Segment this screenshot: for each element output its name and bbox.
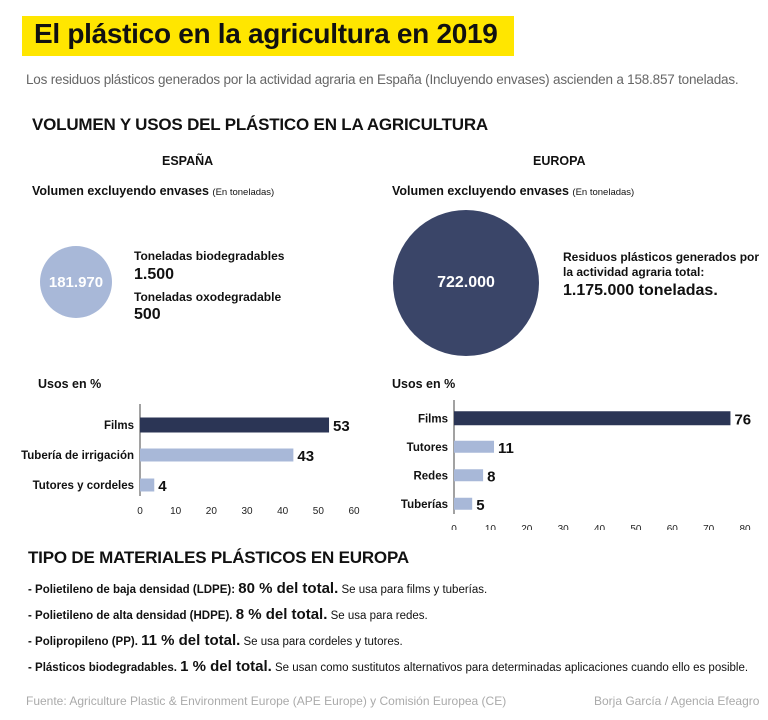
chart-tick-label: 10 <box>170 506 182 517</box>
chart-tick-label: 60 <box>667 524 679 530</box>
region-europe: EUROPA <box>533 154 586 168</box>
material-name: Plásticos biodegradables. <box>35 662 177 674</box>
chart-value-label: 53 <box>333 418 350 435</box>
material-name: Polietileno de alta densidad (HDPE). <box>35 610 233 622</box>
material-desc: Se usa para films y tuberías. <box>341 584 488 596</box>
material-item: - Plásticos biodegradables. 1 % del tota… <box>28 658 748 675</box>
europe-uses-label: Usos en % <box>392 377 456 391</box>
chart-bar <box>140 478 155 492</box>
chart-tick-label: 30 <box>558 524 570 530</box>
material-desc: Se usa para redes. <box>330 610 428 622</box>
chart-bar <box>454 411 731 426</box>
spain-biodeg-label: Toneladas biodegradables <box>134 249 285 263</box>
chart-value-label: 5 <box>476 497 484 514</box>
europe-circle-value: 722.000 <box>437 274 495 291</box>
europe-total-label-2: la actividad agraria total: <box>563 265 705 279</box>
chart-value-label: 4 <box>158 478 167 495</box>
spain-biodeg-value: 1.500 <box>134 266 175 283</box>
material-pct: 80 % del total. <box>238 580 339 597</box>
chart-tick-label: 50 <box>313 506 325 517</box>
chart-category-label: Tuberías <box>401 499 448 511</box>
chart-tick-label: 40 <box>277 506 289 517</box>
material-dash: - <box>28 662 36 674</box>
material-name: Polipropileno (PP). <box>35 636 138 648</box>
material-pct: 1 % del total. <box>180 658 272 675</box>
footer-source: Fuente: Agriculture Plastic & Environmen… <box>26 694 507 708</box>
material-dash: - <box>28 636 36 648</box>
chart-category-label: Tutores y cordeles <box>33 480 134 492</box>
region-spain: ESPAÑA <box>162 154 214 168</box>
europe-uses-chart: 0 10 20 30 40 50 60 70 80 Films 76 Tutores 11 Redes 8 T… <box>401 400 751 530</box>
material-item: - Polietileno de baja densidad (LDPE): 8… <box>28 580 487 597</box>
chart-bar <box>454 497 473 510</box>
material-item: - Polietileno de alta densidad (HDPE). 8… <box>28 606 428 623</box>
page-title: El plástico en la agricultura en 2019 <box>34 18 498 49</box>
chart-bar <box>454 469 484 482</box>
spain-volume-title: Volumen excluyendo envases <box>32 184 209 198</box>
chart-tick-label: 20 <box>206 506 218 517</box>
europe-volume-unit: (En toneladas) <box>572 187 635 198</box>
chart-tick-label: 0 <box>137 506 143 517</box>
material-name: Polietileno de baja densidad (LDPE): <box>35 584 236 596</box>
spain-circle-value: 181.970 <box>48 273 104 291</box>
chart-tick-label: 40 <box>594 524 606 530</box>
chart-bar <box>454 440 495 453</box>
chart-value-label: 8 <box>487 468 495 485</box>
material-dash: - <box>28 584 36 596</box>
chart-value-label: 11 <box>498 440 514 457</box>
spain-oxodeg-value: 500 <box>134 306 161 323</box>
europe-total-value: 1.175.000 toneladas. <box>563 282 718 299</box>
chart-tick-label: 60 <box>348 506 360 517</box>
europe-volume-label: Volumen excluyendo envases (En toneladas… <box>392 184 634 198</box>
europe-volume-title: Volumen excluyendo envases <box>392 184 569 198</box>
spain-uses-chart: 0 10 20 30 40 50 60 Films 53 Tubería de irrigació… <box>21 404 360 517</box>
chart-tick-label: 10 <box>485 524 497 530</box>
section-title-materials: TIPO DE MATERIALES PLÁSTICOS EN EUROPA <box>28 548 409 567</box>
material-pct: 11 % del total. <box>141 632 241 649</box>
chart-bar <box>140 417 330 433</box>
spain-volume-label: Volumen excluyendo envases (En toneladas… <box>32 184 274 198</box>
chart-tick-label: 80 <box>739 524 751 530</box>
material-desc: Se usa para cordeles y tutores. <box>243 636 403 648</box>
material-desc: Se usan como sustitutos alternativos par… <box>275 662 749 674</box>
section-title-volume: VOLUMEN Y USOS DEL PLÁSTICO EN LA AGRICU… <box>32 115 489 134</box>
material-item: - Polipropileno (PP). 11 % del total. Se… <box>28 632 403 649</box>
europe-volume-circle: 722.000 <box>393 210 539 356</box>
chart-value-label: 76 <box>734 411 751 428</box>
spain-volume-unit: (En toneladas) <box>212 187 275 198</box>
chart-category-label: Tubería de irrigación <box>21 450 134 462</box>
chart-category-label: Films <box>418 413 448 425</box>
chart-tick-label: 0 <box>451 524 457 530</box>
subtitle: Los residuos plásticos generados por la … <box>26 72 739 87</box>
chart-tick-label: 50 <box>630 524 642 530</box>
title-highlight <box>22 16 514 56</box>
chart-category-label: Films <box>104 420 134 432</box>
material-dash: - <box>28 610 36 622</box>
spain-volume-circle: 181.970 <box>40 246 112 318</box>
spain-oxodeg-label: Toneladas oxodegradable <box>134 290 282 304</box>
spain-uses-label: Usos en % <box>38 377 102 391</box>
chart-category-label: Tutores <box>407 442 448 454</box>
chart-tick-label: 30 <box>241 506 253 517</box>
chart-bar <box>140 448 294 462</box>
chart-tick-label: 70 <box>703 524 715 530</box>
footer-credit: Borja García / Agencia Efeagro <box>594 694 760 708</box>
chart-category-label: Redes <box>413 470 448 482</box>
material-pct: 8 % del total. <box>235 606 328 623</box>
chart-value-label: 43 <box>297 448 314 465</box>
europe-total-label-1: Residuos plásticos generados por <box>563 250 760 264</box>
chart-tick-label: 20 <box>521 524 533 530</box>
